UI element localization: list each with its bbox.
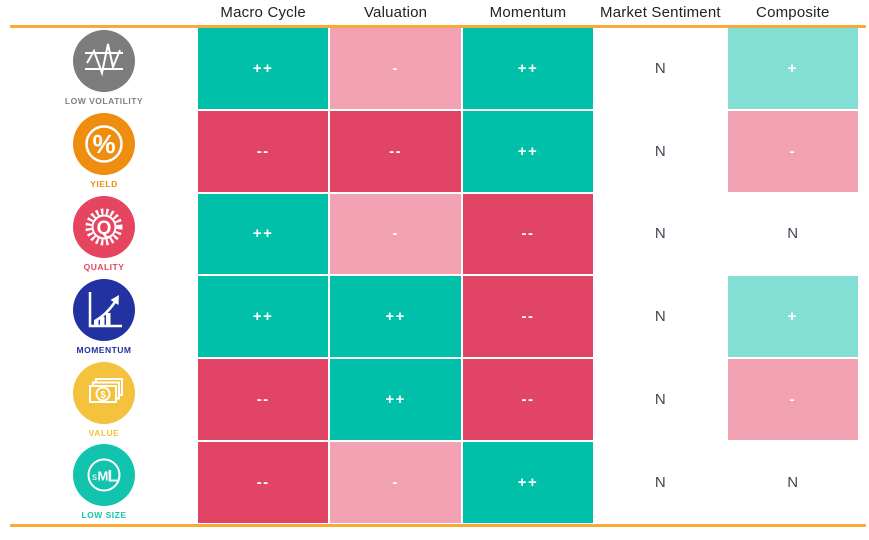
rating-cell: --: [198, 441, 329, 523]
rating-cell: +: [727, 276, 858, 358]
column-header-momentum: Momentum: [489, 4, 567, 21]
top-accent-line: [10, 25, 866, 28]
rating-cell: N: [654, 59, 666, 77]
rating-cell: -: [727, 110, 858, 192]
rating-cell: ++: [198, 28, 329, 109]
rating-cell: -: [330, 193, 461, 275]
rating-cell: ++: [462, 110, 594, 192]
column-header-valuation: Valuation: [363, 4, 428, 21]
rating-cell: N: [654, 308, 666, 326]
rating-cell: --: [462, 276, 594, 358]
svg-text:L: L: [108, 467, 118, 486]
rating-cell: --: [198, 110, 329, 192]
rating-cell: --: [198, 359, 329, 440]
rating-cell: N: [654, 473, 666, 491]
rating-matrix-grid: LOW VOLATILITY ++ - ++ N + % YIELD -- --…: [0, 28, 858, 523]
rating-cell: N: [654, 225, 666, 243]
factor-label-low-volatility: LOW VOLATILITY: [64, 96, 144, 107]
svg-text:s: s: [92, 472, 97, 483]
factor-row-value: $ VALUE: [0, 359, 196, 440]
rating-cell: ++: [462, 28, 594, 109]
factor-label-low-size: LOW SIZE: [81, 510, 127, 521]
rating-cell: N: [654, 142, 666, 160]
quality-gear-icon: Q: [73, 195, 135, 258]
low-size-sml-icon: s M L: [73, 444, 135, 507]
column-header-macro-cycle: Macro Cycle: [220, 4, 306, 21]
rating-cell: -: [727, 359, 858, 440]
rating-cell: ++: [462, 441, 594, 523]
low-volatility-icon: [73, 30, 135, 93]
value-banknotes-icon: $: [73, 361, 135, 424]
yield-percent-icon: %: [73, 113, 135, 176]
rating-cell: --: [462, 193, 594, 275]
momentum-chart-icon: [73, 278, 135, 341]
factor-row-low-volatility: LOW VOLATILITY: [0, 28, 196, 109]
rating-cell: ++: [198, 193, 329, 275]
rating-cell: -: [330, 28, 461, 109]
rating-cell: --: [462, 359, 594, 440]
factor-label-yield: YIELD: [90, 179, 118, 190]
factor-row-yield: % YIELD: [0, 111, 196, 192]
icon-column-spacer: [0, 0, 196, 25]
factor-label-value: VALUE: [88, 427, 120, 438]
rating-cell: N: [787, 473, 799, 491]
column-header-market-sentiment: Market Sentiment: [600, 4, 721, 21]
factor-label-quality: QUALITY: [83, 261, 125, 272]
rating-cell: -: [330, 441, 461, 523]
factor-label-momentum: MOMENTUM: [76, 344, 132, 355]
rating-cell: --: [330, 110, 461, 192]
bottom-accent-line: [10, 524, 866, 527]
factor-row-momentum: MOMENTUM: [0, 276, 196, 357]
rating-cell: N: [654, 391, 666, 409]
column-header-composite: Composite: [756, 4, 830, 21]
factor-row-low-size: s M L LOW SIZE: [0, 442, 196, 523]
rating-cell: +: [727, 28, 858, 109]
rating-cell: ++: [330, 359, 461, 440]
rating-cell: ++: [198, 276, 329, 358]
factor-row-quality: Q QUALITY: [0, 194, 196, 275]
rating-cell: ++: [330, 276, 461, 358]
rating-cell: N: [787, 225, 799, 243]
svg-text:M: M: [98, 469, 109, 484]
svg-text:Q: Q: [97, 218, 112, 239]
svg-text:%: %: [92, 129, 115, 159]
svg-text:$: $: [100, 390, 106, 401]
column-header-row: Macro Cycle Valuation Momentum Market Se…: [0, 0, 858, 25]
